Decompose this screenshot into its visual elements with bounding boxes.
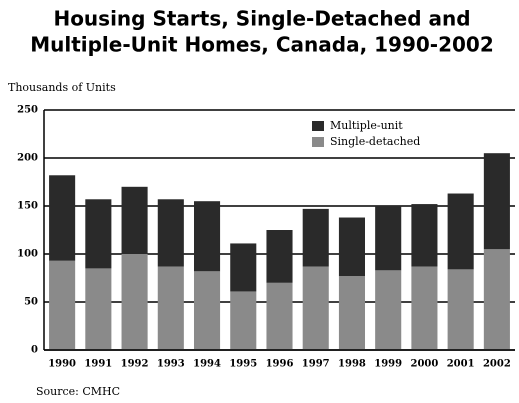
x-tick-label: 1995 bbox=[229, 359, 257, 370]
bar-segment bbox=[447, 193, 474, 270]
bar-segment bbox=[49, 175, 76, 261]
chart-title: Housing Starts, Single-Detached and bbox=[53, 7, 470, 31]
x-tick-label: 1999 bbox=[374, 359, 402, 370]
bar-segment bbox=[85, 199, 112, 269]
y-axis-label: Thousands of Units bbox=[8, 81, 116, 94]
legend-box bbox=[306, 116, 456, 154]
x-tick-label: 1996 bbox=[266, 359, 294, 370]
y-tick-label: 250 bbox=[17, 105, 38, 116]
legend-label: Single-detached bbox=[330, 135, 420, 148]
bar-segment bbox=[193, 271, 221, 350]
x-tick-label: 1993 bbox=[157, 359, 185, 370]
x-tick-label: 1998 bbox=[338, 359, 366, 370]
bar-segment bbox=[338, 217, 366, 277]
bar-segment bbox=[375, 206, 402, 271]
legend-label: Multiple-unit bbox=[330, 119, 403, 132]
y-tick-label: 200 bbox=[17, 153, 38, 164]
legend-swatch bbox=[312, 121, 324, 131]
x-tick-label: 1990 bbox=[48, 359, 76, 370]
source: Source: CMHC bbox=[36, 385, 120, 398]
x-tick-label: 2002 bbox=[483, 359, 511, 370]
y-tick-label: 0 bbox=[31, 345, 38, 356]
bar-segment bbox=[266, 282, 293, 350]
bar-segment bbox=[121, 254, 148, 350]
bar-segment bbox=[483, 153, 510, 250]
y-tick-label: 50 bbox=[24, 297, 38, 308]
x-tick-label: 2001 bbox=[447, 359, 475, 370]
bar-segment bbox=[193, 201, 221, 272]
bar-segment bbox=[157, 266, 184, 350]
bar-segment bbox=[483, 249, 510, 350]
x-tick-label: 1994 bbox=[193, 359, 221, 370]
bar-segment bbox=[338, 276, 366, 350]
bar-segment bbox=[157, 199, 184, 267]
bar-segment bbox=[411, 266, 438, 350]
legend-swatch bbox=[312, 137, 324, 147]
x-tick-label: 1991 bbox=[84, 359, 112, 370]
x-tick-label: 2000 bbox=[411, 359, 439, 370]
bar-segment bbox=[230, 291, 257, 350]
y-tick-label: 150 bbox=[17, 201, 38, 212]
bar-segment bbox=[85, 268, 112, 350]
bar-segment bbox=[230, 243, 257, 292]
y-tick-label: 100 bbox=[17, 249, 38, 260]
bar-segment bbox=[49, 260, 76, 350]
bar-segment bbox=[375, 270, 402, 350]
bar-segment bbox=[447, 269, 474, 350]
bar-segment bbox=[302, 208, 329, 267]
chart-title: Multiple-Unit Homes, Canada, 1990-2002 bbox=[30, 33, 494, 57]
x-tick-label: 1997 bbox=[302, 359, 330, 370]
bar-segment bbox=[121, 186, 148, 254]
bar-segment bbox=[302, 266, 329, 350]
bar-segment bbox=[266, 230, 293, 283]
x-tick-label: 1992 bbox=[121, 359, 149, 370]
bar-segment bbox=[411, 204, 438, 267]
